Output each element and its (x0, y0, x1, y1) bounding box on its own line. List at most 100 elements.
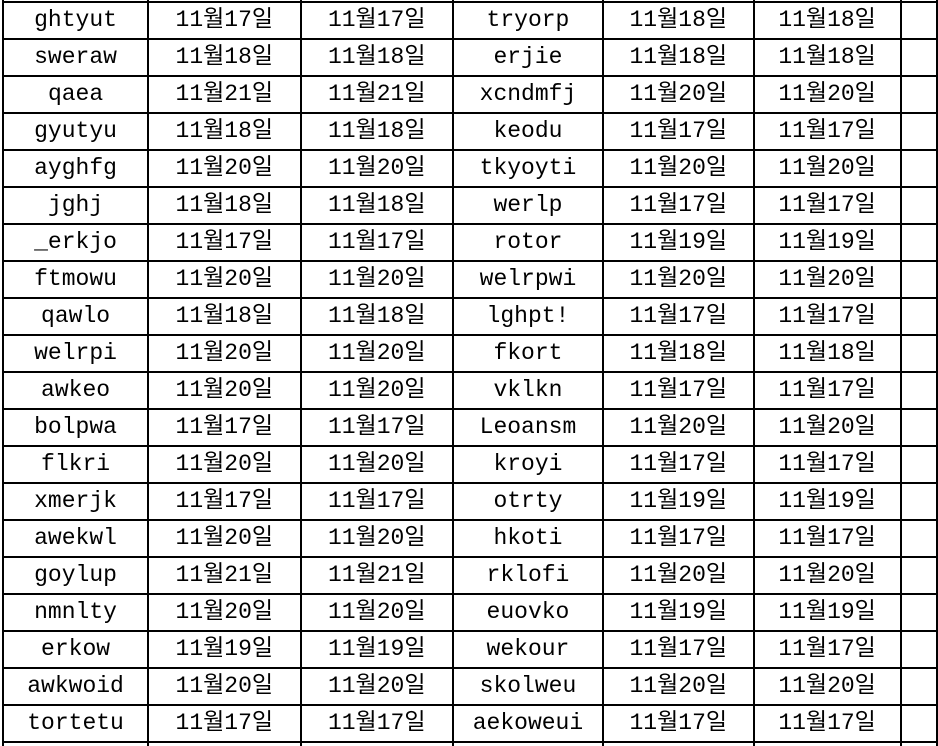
table-cell[interactable]: 11월19일 (601, 223, 755, 262)
table-cell[interactable]: 11월17일 (601, 371, 755, 410)
table-cell[interactable]: 11월20일 (147, 667, 302, 706)
table-cell[interactable]: 11월20일 (601, 75, 755, 114)
table-cell[interactable]: 11월20일 (752, 75, 902, 114)
table-cell[interactable]: hkoti (451, 519, 604, 558)
table-cell[interactable]: ftmowu (1, 260, 150, 299)
table-cell[interactable]: 11월20일 (299, 519, 454, 558)
table-cell[interactable]: 11월20일 (601, 556, 755, 595)
table-cell[interactable]: tryorp (451, 1, 604, 40)
table-cell[interactable]: 11월20일 (299, 593, 454, 632)
table-cell[interactable]: 11월17일 (601, 297, 755, 336)
table-cell[interactable]: rotor (451, 223, 604, 262)
table-cell[interactable]: 11월20일 (299, 371, 454, 410)
table-cell[interactable]: werlp (451, 186, 604, 225)
table-cell[interactable]: awkwoid (1, 667, 150, 706)
table-cell[interactable]: 11월20일 (601, 149, 755, 188)
table-cell[interactable]: 11월18일 (752, 1, 902, 40)
table-cell[interactable]: 11월20일 (601, 667, 755, 706)
table-cell[interactable]: 11월20일 (752, 260, 902, 299)
table-cell[interactable]: kroyi (451, 445, 604, 484)
table-cell[interactable]: 11월19일 (601, 593, 755, 632)
table-cell[interactable]: 11월17일 (147, 704, 302, 743)
table-cell[interactable]: 11월20일 (752, 408, 902, 447)
table-cell[interactable]: xcndmfj (451, 75, 604, 114)
table-cell[interactable]: 11월18일 (147, 112, 302, 151)
table-cell[interactable]: 11월20일 (299, 149, 454, 188)
table-cell[interactable]: 11월20일 (147, 371, 302, 410)
table-cell[interactable]: awekwl (1, 519, 150, 558)
table-cell[interactable]: 11월17일 (601, 519, 755, 558)
table-cell[interactable]: erjie (451, 38, 604, 77)
table-cell[interactable]: 11월17일 (299, 704, 454, 743)
table-cell[interactable]: 11월20일 (299, 260, 454, 299)
table-cell[interactable]: 11월19일 (299, 630, 454, 669)
table-cell[interactable]: ghtyut (1, 1, 150, 40)
table-cell[interactable]: 11월17일 (752, 297, 902, 336)
table-cell[interactable]: 11월19일 (601, 482, 755, 521)
table-cell[interactable]: 11월17일 (601, 704, 755, 743)
table-cell[interactable]: 11월20일 (752, 556, 902, 595)
table-cell[interactable]: 11월18일 (147, 38, 302, 77)
table-cell[interactable]: 11월17일 (299, 1, 454, 40)
table-cell[interactable]: tkyoyti (451, 149, 604, 188)
table-cell[interactable]: 11월17일 (601, 630, 755, 669)
table-cell[interactable]: euovko (451, 593, 604, 632)
table-cell[interactable]: qaea (1, 75, 150, 114)
table-cell[interactable]: ayghfg (1, 149, 150, 188)
table-cell[interactable]: flkri (1, 445, 150, 484)
table-cell[interactable]: 11월19일 (147, 630, 302, 669)
table-cell[interactable]: vklkn (451, 371, 604, 410)
table-cell[interactable]: bolpwa (1, 408, 150, 447)
table-cell[interactable]: 11월17일 (601, 445, 755, 484)
table-cell[interactable]: qawlo (1, 297, 150, 336)
table-cell[interactable]: 11월18일 (601, 38, 755, 77)
table-cell[interactable]: 11월17일 (147, 1, 302, 40)
table-cell[interactable]: skolweu (451, 667, 604, 706)
table-cell[interactable]: 11월20일 (147, 260, 302, 299)
table-cell[interactable]: 11월17일 (299, 408, 454, 447)
table-cell[interactable]: 11월20일 (147, 334, 302, 373)
table-cell[interactable]: 11월20일 (752, 667, 902, 706)
table-cell[interactable]: 11월17일 (601, 186, 755, 225)
table-cell[interactable]: 11월17일 (752, 112, 902, 151)
table-cell[interactable]: rklofi (451, 556, 604, 595)
table-cell[interactable]: 11월20일 (601, 260, 755, 299)
table-cell[interactable]: fkort (451, 334, 604, 373)
table-cell[interactable]: _erkjo (1, 223, 150, 262)
table-cell[interactable]: welrpi (1, 334, 150, 373)
table-cell[interactable]: keodu (451, 112, 604, 151)
table-cell[interactable]: 11월17일 (147, 408, 302, 447)
table-cell[interactable]: gyutyu (1, 112, 150, 151)
table-cell[interactable]: 11월17일 (147, 223, 302, 262)
table-cell[interactable]: 11월17일 (752, 371, 902, 410)
table-cell[interactable]: 11월17일 (752, 630, 902, 669)
table-cell[interactable]: 11월18일 (147, 297, 302, 336)
table-cell[interactable]: 11월17일 (299, 223, 454, 262)
table-cell[interactable]: wekour (451, 630, 604, 669)
table-cell[interactable]: otrty (451, 482, 604, 521)
table-cell[interactable]: 11월20일 (147, 149, 302, 188)
table-cell[interactable]: 11월20일 (601, 408, 755, 447)
table-cell[interactable]: 11월20일 (299, 334, 454, 373)
table-cell[interactable]: 11월18일 (601, 1, 755, 40)
table-cell[interactable]: 11월18일 (147, 186, 302, 225)
table-cell[interactable]: 11월17일 (601, 112, 755, 151)
table-cell[interactable]: 11월18일 (601, 334, 755, 373)
table-cell[interactable]: 11월19일 (752, 223, 902, 262)
table-cell[interactable]: 11월17일 (299, 482, 454, 521)
table-cell[interactable]: 11월17일 (752, 519, 902, 558)
table-cell[interactable]: 11월20일 (147, 593, 302, 632)
table-cell[interactable]: 11월17일 (752, 445, 902, 484)
table-cell[interactable]: 11월21일 (147, 556, 302, 595)
table-cell[interactable]: tortetu (1, 704, 150, 743)
table-cell[interactable]: Leoansm (451, 408, 604, 447)
table-cell[interactable]: 11월21일 (147, 75, 302, 114)
table-cell[interactable]: nmnlty (1, 593, 150, 632)
table-cell[interactable]: sweraw (1, 38, 150, 77)
table-cell[interactable]: 11월21일 (299, 556, 454, 595)
table-cell[interactable]: 11월20일 (147, 445, 302, 484)
table-cell[interactable]: 11월17일 (752, 704, 902, 743)
table-cell[interactable]: erkow (1, 630, 150, 669)
table-cell[interactable]: 11월18일 (299, 112, 454, 151)
table-cell[interactable]: 11월18일 (299, 186, 454, 225)
